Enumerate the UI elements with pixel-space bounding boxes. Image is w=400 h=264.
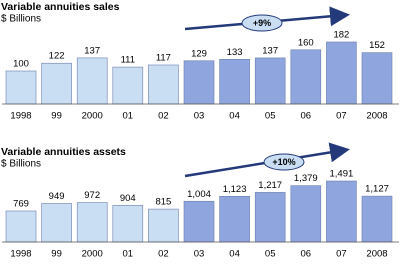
x-tick-label: 2000 <box>82 249 103 260</box>
value-label: 949 <box>49 191 65 202</box>
bar <box>76 57 108 105</box>
x-tick-label: 07 <box>336 249 347 260</box>
x-tick-label: 2008 <box>366 111 387 122</box>
value-label: 129 <box>191 48 207 59</box>
value-label: 815 <box>155 197 171 208</box>
x-tick-label: 02 <box>158 249 169 260</box>
value-label: 160 <box>298 37 314 48</box>
x-tick-label: 99 <box>51 111 62 122</box>
value-label: 133 <box>227 47 243 58</box>
x-tick-label: 03 <box>194 111 205 122</box>
value-label: 972 <box>84 190 100 201</box>
annotation-bubble <box>241 14 283 32</box>
bar <box>5 70 37 105</box>
value-label: 117 <box>156 53 171 64</box>
value-label: 1,379 <box>294 173 318 184</box>
bar <box>183 200 215 243</box>
value-label: 1,491 <box>330 169 354 180</box>
bar <box>5 210 37 243</box>
x-tick-label: 06 <box>301 249 312 260</box>
bar <box>41 203 72 243</box>
bar <box>290 185 322 243</box>
x-tick-label: 03 <box>194 249 205 260</box>
x-tick-label: 02 <box>158 111 169 122</box>
x-tick-label: 06 <box>301 111 312 122</box>
bar <box>148 64 179 105</box>
value-label: 1,004 <box>187 189 211 200</box>
bar <box>112 66 144 105</box>
x-tick-label: 2000 <box>82 111 103 122</box>
value-label: 137 <box>262 45 278 56</box>
x-tick-label: 05 <box>265 249 276 260</box>
value-label: 1,127 <box>365 184 389 195</box>
chart-title: Variable annuities assets <box>1 146 126 158</box>
x-tick-label: 2008 <box>366 249 387 260</box>
annotation: +10% <box>272 157 295 167</box>
bar <box>183 60 215 105</box>
bar <box>148 208 179 243</box>
value-label: 152 <box>369 40 385 51</box>
value-label: 111 <box>121 55 135 66</box>
bar <box>361 195 393 243</box>
chart-subtitle: $ Billions <box>1 14 41 25</box>
x-tick-label: 07 <box>336 111 347 122</box>
value-label: 182 <box>333 30 349 41</box>
bar <box>326 180 357 243</box>
bar <box>361 52 393 105</box>
bar <box>112 205 144 243</box>
x-tick-label: 01 <box>123 249 134 260</box>
value-label: 122 <box>49 51 65 62</box>
x-tick-label: 99 <box>51 249 62 260</box>
x-tick-label: 04 <box>229 111 240 122</box>
x-tick-label: 05 <box>265 111 276 122</box>
bar <box>219 195 250 243</box>
bar <box>41 62 72 105</box>
annotation: +9% <box>253 18 271 28</box>
x-tick-label: 01 <box>123 111 134 122</box>
bar <box>254 192 286 243</box>
chart-subtitle: $ Billions <box>1 159 41 170</box>
x-tick-label: 1998 <box>10 111 31 122</box>
value-label: 1,123 <box>223 184 247 195</box>
value-label: 137 <box>84 45 100 56</box>
value-label: 904 <box>120 193 136 204</box>
value-label: 1,217 <box>258 180 282 191</box>
x-tick-label: 1998 <box>10 249 31 260</box>
x-tick-label: 04 <box>229 249 240 260</box>
value-label: 100 <box>13 59 29 70</box>
chart-title: Variable annuities sales <box>1 1 120 13</box>
bar <box>219 59 250 105</box>
bar <box>254 57 286 105</box>
annotation-bubble <box>263 153 305 171</box>
bar <box>326 41 357 105</box>
value-label: 769 <box>13 199 29 210</box>
bar <box>290 49 322 105</box>
bar <box>76 202 108 243</box>
